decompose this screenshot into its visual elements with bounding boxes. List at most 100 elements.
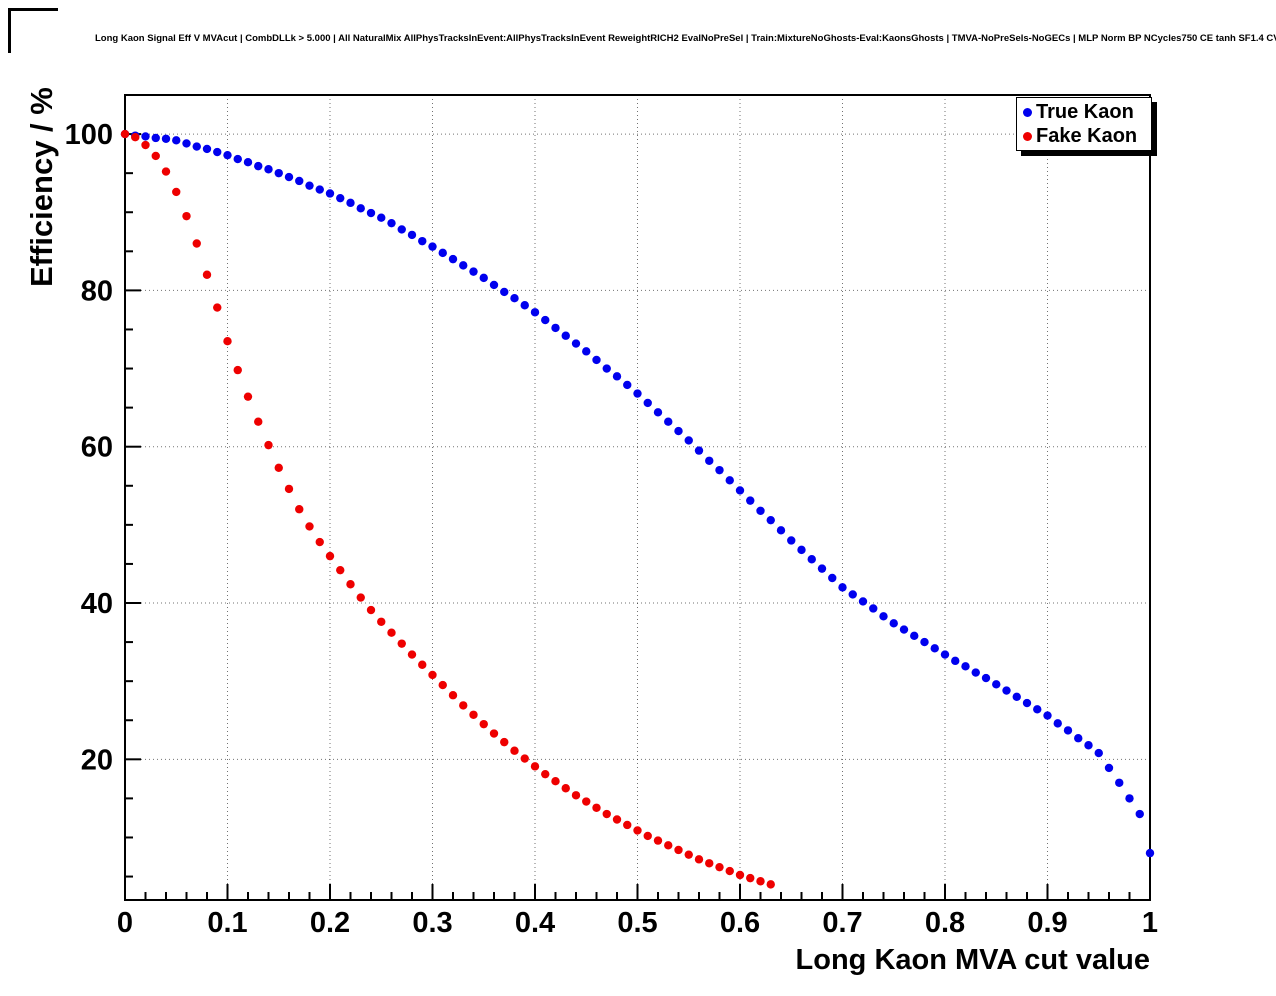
y-tick-label: 40: [81, 588, 113, 620]
data-point-true-kaon: [325, 189, 335, 198]
data-point-true-kaon: [623, 380, 632, 390]
data-point-fake-kaon: [725, 866, 734, 876]
data-point-true-kaon: [315, 185, 324, 194]
data-point-true-kaon: [766, 515, 775, 525]
data-point-true-kaon: [192, 142, 201, 151]
data-point-true-kaon: [182, 139, 191, 148]
data-point-true-kaon: [828, 573, 837, 583]
data-point-true-kaon: [428, 242, 437, 251]
data-point-true-kaon: [746, 496, 755, 505]
data-point-true-kaon: [1043, 711, 1052, 720]
canvas-corner-mark-vertical: [8, 8, 11, 53]
data-point-true-kaon: [161, 134, 171, 143]
data-point-true-kaon: [920, 637, 929, 647]
data-point-fake-kaon: [694, 855, 704, 864]
data-point-true-kaon: [1002, 686, 1011, 695]
data-point-true-kaon: [1094, 748, 1103, 758]
x-tick-label: 1: [1142, 907, 1158, 939]
data-point-fake-kaon: [592, 803, 601, 812]
data-point-true-kaon: [838, 583, 847, 592]
y-tick-label: 80: [81, 275, 113, 307]
data-point-true-kaon: [653, 408, 663, 417]
data-point-true-kaon: [438, 248, 447, 258]
data-point-true-kaon: [1145, 848, 1155, 858]
data-point-fake-kaon: [141, 140, 150, 150]
legend-entry-fake-kaon: Fake Kaon: [1017, 124, 1151, 148]
data-point-true-kaon: [858, 597, 868, 606]
data-point-fake-kaon: [336, 565, 345, 575]
data-point-fake-kaon: [397, 639, 406, 648]
data-point-true-kaon: [551, 323, 560, 333]
data-point-fake-kaon: [192, 239, 201, 248]
data-point-fake-kaon: [407, 650, 417, 659]
x-tick-label: 0.5: [617, 907, 657, 939]
data-point-fake-kaon: [448, 691, 458, 700]
data-point-fake-kaon: [223, 336, 232, 346]
data-point-true-kaon: [397, 225, 406, 234]
legend-label-fake-kaon: Fake Kaon: [1036, 124, 1138, 147]
data-point-true-kaon: [233, 154, 242, 164]
data-point-fake-kaon: [346, 580, 355, 589]
data-point-true-kaon: [202, 144, 212, 154]
data-point-fake-kaon: [377, 617, 386, 626]
data-point-true-kaon: [910, 631, 919, 641]
data-point-fake-kaon: [715, 862, 724, 872]
data-point-fake-kaon: [520, 754, 529, 763]
data-point-fake-kaon: [243, 392, 253, 401]
data-point-true-kaon: [633, 389, 642, 398]
data-point-true-kaon: [243, 158, 253, 167]
data-point-true-kaon: [295, 176, 304, 186]
data-point-fake-kaon: [541, 769, 550, 779]
data-point-fake-kaon: [428, 670, 437, 680]
data-point-fake-kaon: [366, 605, 376, 615]
data-point-fake-kaon: [766, 880, 775, 889]
data-point-true-kaon: [1022, 698, 1032, 708]
fake-kaon-marker-icon: [1023, 131, 1032, 141]
legend-entry-true-kaon: True Kaon: [1017, 100, 1151, 124]
data-point-fake-kaon: [387, 628, 396, 637]
data-point-fake-kaon: [489, 729, 499, 738]
data-point-fake-kaon: [305, 522, 314, 531]
data-point-true-kaon: [377, 213, 386, 222]
x-tick-label: 0.2: [310, 907, 350, 939]
plot-title: Long Kaon Signal Eff V MVAcut | CombDLLk…: [95, 33, 1276, 44]
data-point-true-kaon: [592, 355, 601, 365]
data-point-true-kaon: [776, 526, 786, 535]
data-point-fake-kaon: [664, 841, 673, 850]
data-point-fake-kaon: [479, 719, 488, 729]
data-point-fake-kaon: [418, 660, 427, 669]
data-point-fake-kaon: [459, 701, 468, 710]
data-point-true-kaon: [448, 254, 458, 264]
data-point-fake-kaon: [633, 826, 642, 835]
data-point-true-kaon: [254, 161, 263, 171]
x-tick-label: 0.1: [207, 907, 247, 939]
data-point-fake-kaon: [653, 836, 663, 845]
data-point-true-kaon: [346, 198, 355, 208]
data-point-true-kaon: [264, 165, 273, 174]
data-point-true-kaon: [571, 339, 581, 348]
data-point-true-kaon: [387, 218, 396, 228]
data-point-fake-kaon: [161, 167, 171, 176]
y-tick-label: 60: [81, 432, 113, 464]
data-point-true-kaon: [684, 436, 693, 445]
data-point-fake-kaon: [295, 505, 304, 514]
data-point-true-kaon: [981, 673, 991, 683]
data-point-fake-kaon: [746, 873, 755, 883]
data-point-fake-kaon: [274, 463, 283, 473]
data-point-true-kaon: [940, 650, 950, 659]
data-point-true-kaon: [172, 136, 181, 145]
data-point-fake-kaon: [469, 710, 478, 719]
data-point-true-kaon: [459, 261, 468, 270]
canvas-corner-mark-horizontal: [8, 8, 58, 11]
y-tick-label: 20: [81, 744, 113, 776]
data-point-true-kaon: [674, 426, 683, 436]
data-point-true-kaon: [141, 132, 150, 141]
data-point-true-kaon: [664, 417, 673, 426]
data-point-true-kaon: [1135, 809, 1144, 819]
data-point-fake-kaon: [756, 877, 765, 886]
x-tick-label: 0.9: [1027, 907, 1067, 939]
data-point-fake-kaon: [325, 551, 335, 561]
data-point-true-kaon: [951, 656, 960, 666]
